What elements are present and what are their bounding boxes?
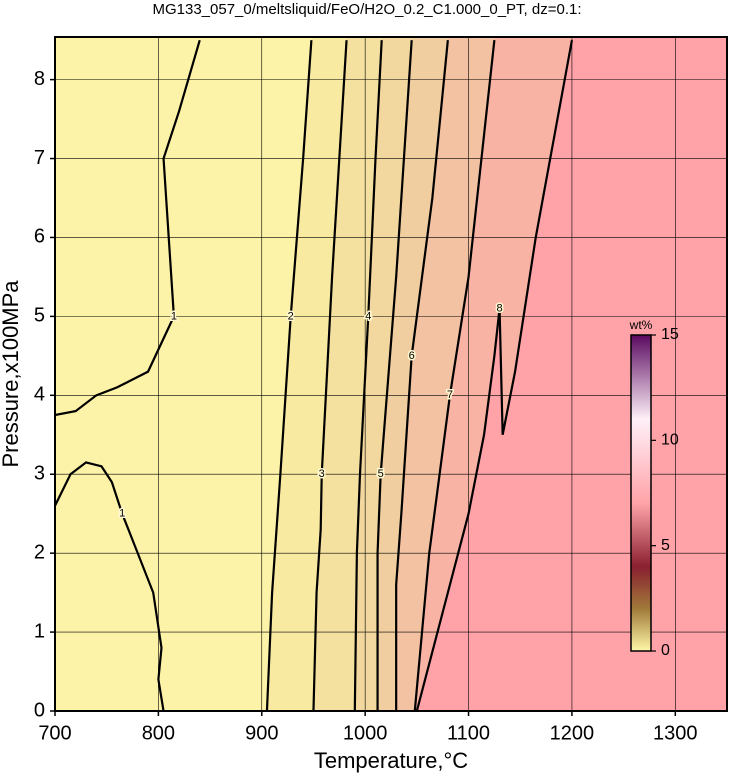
contour-label: 3 [319, 468, 325, 480]
contour-line [55, 39, 201, 417]
y-tick-label: 8 [34, 68, 45, 90]
x-tick-label: 800 [142, 722, 175, 744]
colorbar-tick-label: 10 [661, 432, 679, 449]
y-tick-label: 0 [34, 699, 45, 721]
contour-label: 4 [365, 310, 371, 322]
contour-label: 5 [378, 468, 384, 480]
contour-label: 1 [119, 508, 125, 520]
contour-label: 1 [171, 310, 177, 322]
x-axis-label: Temperature,°C [314, 748, 468, 773]
contour-label: 8 [496, 302, 502, 314]
contour-line [312, 40, 348, 711]
x-tick-label: 700 [38, 722, 71, 744]
contour-line [55, 461, 165, 711]
plot-frame [54, 36, 728, 712]
contour-line [376, 40, 413, 711]
x-tick-label: 1100 [447, 722, 490, 744]
contour-label: 6 [409, 350, 415, 362]
chart-title: MG133_057_0/meltsliquid/FeO/H2O_0.2_C1.0… [152, 1, 581, 18]
y-tick-label: 2 [34, 541, 45, 563]
colorbar-tick-label: 15 [661, 326, 679, 343]
x-tick-label: 1000 [343, 722, 388, 744]
contour-line [265, 40, 313, 711]
y-tick-label: 5 [34, 305, 45, 327]
contour-line [415, 39, 574, 711]
colorbar [630, 334, 652, 652]
contour-line [413, 40, 496, 711]
y-tick-label: 6 [34, 226, 45, 248]
contour-label: 7 [447, 389, 453, 401]
contour-line [353, 40, 383, 711]
y-tick-label: 4 [34, 384, 45, 406]
y-tick-label: 7 [34, 147, 45, 169]
y-tick-label: 3 [34, 463, 45, 485]
x-tick-label: 900 [245, 722, 278, 744]
colorbar-tick-label: 5 [661, 537, 670, 554]
x-tick-label: 1300 [653, 722, 698, 744]
contour-label: 2 [288, 310, 294, 322]
y-tick-label: 1 [34, 620, 45, 642]
x-tick-label: 1200 [550, 722, 595, 744]
y-axis-label: Pressure,x100MPa [0, 280, 23, 468]
colorbar-tick-label: 0 [661, 642, 670, 659]
colorbar-label: wt% [629, 318, 653, 332]
contour-line [395, 40, 449, 711]
